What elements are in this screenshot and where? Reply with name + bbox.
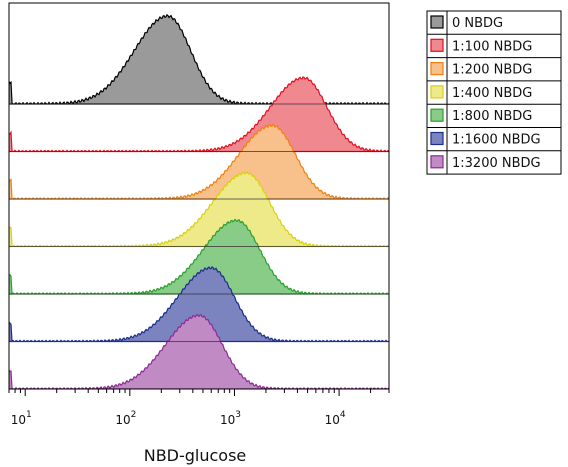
legend-label: 1:3200 NBDG [452, 156, 541, 171]
x-tick-label: 101 [11, 410, 32, 427]
legend-swatch [430, 155, 444, 169]
series-6-histogram [9, 266, 389, 343]
legend-swatch [430, 38, 444, 52]
track-dividers [9, 103, 389, 390]
legend-swatch [430, 131, 444, 146]
plot-frame [8, 2, 390, 390]
x-axis-title: NBD-glucose [144, 446, 247, 465]
legend-label: 0 NBDG [452, 16, 503, 31]
legend-label: 1:200 NBDG [452, 63, 532, 78]
legend-swatch [430, 108, 444, 122]
x-tick-label: 103 [220, 410, 241, 427]
legend: 0 NBDG 1:100 NBDG 1:200 NBDG 1:400 NBDG 1:80… [426, 10, 562, 175]
x-tick-label: 102 [115, 410, 136, 427]
legend-label: 1:1600 NBDG [452, 133, 541, 148]
legend-label: 1:800 NBDG [452, 109, 532, 124]
legend-swatch [430, 15, 444, 29]
x-axis: 101 102 103 104 [8, 389, 390, 427]
x-tick-label: 104 [325, 410, 346, 427]
legend-swatch [430, 85, 444, 99]
legend-swatch [430, 61, 444, 76]
legend-label: 1:100 NBDG [452, 39, 532, 54]
legend-box [426, 10, 562, 175]
legend-label: 1:400 NBDG [452, 86, 532, 101]
series-6-area [9, 266, 389, 343]
